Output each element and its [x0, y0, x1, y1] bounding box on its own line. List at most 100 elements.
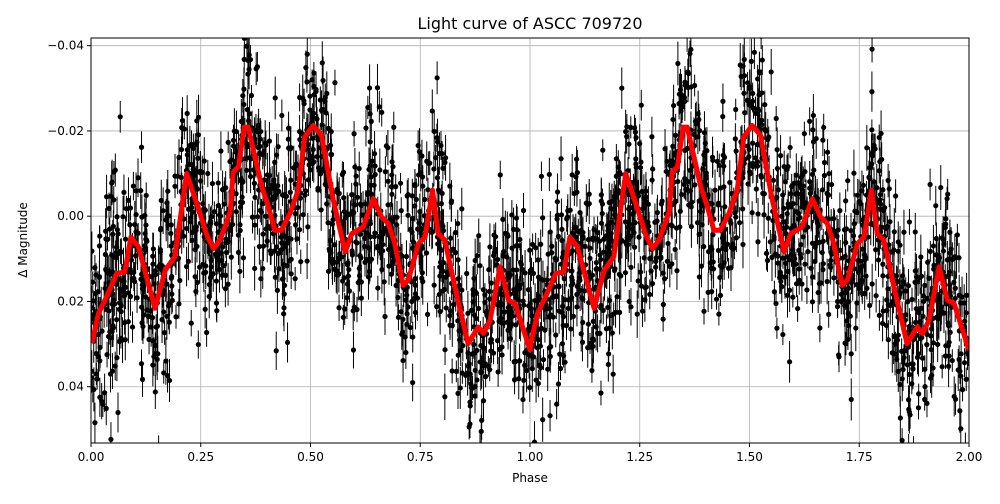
- data-point: [929, 373, 934, 378]
- data-point: [848, 314, 853, 319]
- data-point: [218, 213, 223, 218]
- data-point: [673, 133, 678, 138]
- data-point: [450, 323, 455, 328]
- data-point: [927, 182, 932, 187]
- data-point: [561, 353, 566, 358]
- data-point: [814, 136, 819, 141]
- data-point: [820, 138, 825, 143]
- data-point: [873, 247, 878, 252]
- data-point: [393, 283, 398, 288]
- data-point: [756, 108, 761, 113]
- data-point: [177, 278, 182, 283]
- data-point: [169, 283, 174, 288]
- data-point: [389, 159, 394, 164]
- data-point: [573, 174, 578, 179]
- data-point: [802, 262, 807, 267]
- data-point: [257, 151, 262, 156]
- data-point: [769, 69, 774, 74]
- data-point: [678, 209, 683, 214]
- data-point: [606, 362, 611, 367]
- data-point: [439, 221, 444, 226]
- data-point: [913, 229, 918, 234]
- data-point: [688, 47, 693, 52]
- data-point: [280, 192, 285, 197]
- data-point: [448, 308, 453, 313]
- data-point: [255, 214, 260, 219]
- data-point: [598, 257, 603, 262]
- data-point: [110, 232, 115, 237]
- data-point: [820, 187, 825, 192]
- data-point: [528, 270, 533, 275]
- data-point: [826, 171, 831, 176]
- data-point: [164, 200, 169, 205]
- data-point: [834, 234, 839, 239]
- data-point: [840, 255, 845, 260]
- data-point: [738, 62, 743, 67]
- data-point: [288, 178, 293, 183]
- data-point: [120, 214, 125, 219]
- data-point: [305, 224, 310, 229]
- data-point: [580, 320, 585, 325]
- data-point: [564, 323, 569, 328]
- data-point: [612, 268, 617, 273]
- data-point: [168, 231, 173, 236]
- data-point: [665, 241, 670, 246]
- data-point: [521, 302, 526, 307]
- data-point: [941, 248, 946, 253]
- data-point: [589, 368, 594, 373]
- data-point: [282, 244, 287, 249]
- data-point: [785, 293, 790, 298]
- data-point: [417, 149, 422, 154]
- data-point: [890, 299, 895, 304]
- data-point: [704, 148, 709, 153]
- data-point: [871, 179, 876, 184]
- data-point: [785, 211, 790, 216]
- data-point: [780, 332, 785, 337]
- data-point: [471, 299, 476, 304]
- data-point: [146, 337, 151, 342]
- data-point: [745, 143, 750, 148]
- data-point: [950, 358, 955, 363]
- data-point: [97, 275, 102, 280]
- data-point: [955, 232, 960, 237]
- data-point: [864, 145, 869, 150]
- data-point: [890, 350, 895, 355]
- data-point: [323, 95, 328, 100]
- data-point: [106, 308, 111, 313]
- data-point: [733, 214, 738, 219]
- data-point: [134, 295, 139, 300]
- data-point: [455, 221, 460, 226]
- data-point: [773, 301, 778, 306]
- data-point: [660, 199, 665, 204]
- data-point: [754, 186, 759, 191]
- data-point: [541, 357, 546, 362]
- data-point: [916, 391, 921, 396]
- data-point: [89, 249, 94, 254]
- data-point: [894, 357, 899, 362]
- data-point: [118, 114, 123, 119]
- data-point: [835, 299, 840, 304]
- data-point: [765, 258, 770, 263]
- data-point: [600, 148, 605, 153]
- data-point: [508, 272, 513, 277]
- data-point: [529, 313, 534, 318]
- data-point: [498, 300, 503, 305]
- data-point: [369, 192, 374, 197]
- data-point: [853, 325, 858, 330]
- data-point: [155, 324, 160, 329]
- data-point: [616, 171, 621, 176]
- data-point: [867, 303, 872, 308]
- data-point: [479, 370, 484, 375]
- data-point: [750, 161, 755, 166]
- data-point: [934, 252, 939, 257]
- data-point: [597, 252, 602, 257]
- data-point: [133, 229, 138, 234]
- data-point: [633, 135, 638, 140]
- data-point: [449, 198, 454, 203]
- data-point: [606, 245, 611, 250]
- data-point: [569, 268, 574, 273]
- data-point: [550, 295, 555, 300]
- data-point: [538, 343, 543, 348]
- data-point: [204, 330, 209, 335]
- data-point: [774, 116, 779, 121]
